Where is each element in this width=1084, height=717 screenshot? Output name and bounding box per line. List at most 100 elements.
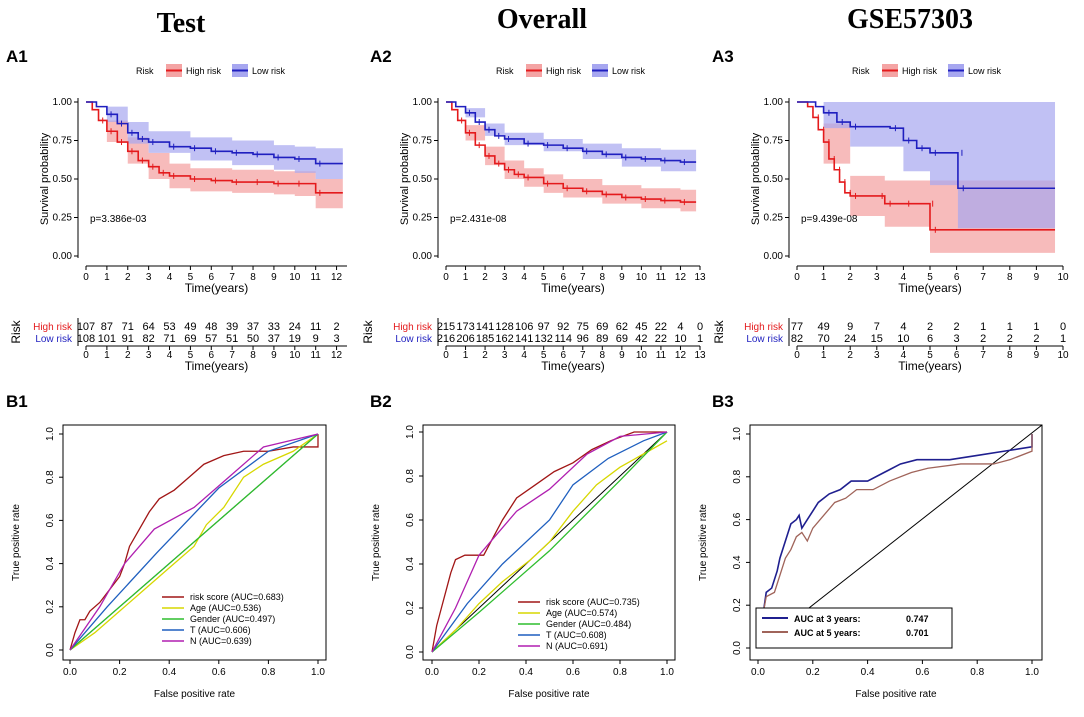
risk-count-low: 1 [1060,333,1066,345]
risk-x-tick-label: 13 [694,350,706,361]
y-tick-label: 0.8 [45,470,56,484]
risk-count-high: 92 [557,321,569,333]
risk-count-high: 71 [122,321,134,333]
x-tick-label: 9 [271,272,277,283]
risk-x-tick-label: 8 [600,350,606,361]
risk-count-low: 50 [247,333,259,345]
risk-count-high: 173 [456,321,474,333]
x-tick-label: 11 [310,272,321,283]
risk-count-low: 10 [674,333,686,345]
risk-x-tick-label: 2 [125,350,131,361]
risk-count-high: 0 [1060,321,1066,333]
p-value: p=9.439e-08 [801,214,858,225]
risk-count-low: 82 [143,333,155,345]
legend-label: Age (AUC=0.536) [190,603,261,613]
risk-x-tick-label: 7 [580,350,586,361]
risk-x-tick-label: 3 [502,350,508,361]
risk-count-high: 4 [677,321,683,333]
risk-count-high: 0 [697,321,703,333]
y-axis-title: True positive rate [11,504,22,581]
risk-count-high: 69 [596,321,608,333]
risk-x-tick-label: 11 [656,350,667,361]
panel-label-a3: A3 [712,47,734,66]
roc-curve-auc5 [757,434,1033,649]
risk-count-low: 89 [596,333,608,345]
roc-curve-risk_score [431,431,667,653]
y-tick-label: 0.2 [405,601,416,615]
x-axis-title: False positive rate [855,689,937,700]
y-tick-label: 1.0 [405,425,416,439]
legend-label: risk score (AUC=0.735) [546,597,640,607]
x-tick-label: 7 [980,272,986,283]
risk-x-tick-label: 4 [901,350,907,361]
x-tick-label: 2 [125,272,131,283]
x-tick-label: 0.4 [519,667,533,678]
x-tick-label: 3 [146,272,152,283]
legend-low-label: Low risk [612,66,646,76]
risk-table-ylabel: Risk [712,319,726,343]
risk-count-high: 141 [476,321,494,333]
y-axis-title: Survival probability [750,132,762,225]
risk-count-high: 2 [954,321,960,333]
x-tick-label: 0.2 [806,667,820,678]
risk-x-tick-label: 4 [167,350,173,361]
roc-curve-t [69,433,319,651]
x-tick-label: 6 [208,272,214,283]
x-tick-label: 8 [600,272,606,283]
risk-count-high: 64 [143,321,155,333]
x-tick-label: 9 [1034,272,1040,283]
legend-title: Risk [496,66,514,76]
risk-count-high: 107 [77,321,95,333]
risk-x-tick-label: 5 [927,350,933,361]
legend-title: Risk [136,66,154,76]
risk-count-high: 1 [1033,321,1039,333]
risk-count-high: 215 [437,321,455,333]
risk-count-low: 69 [616,333,628,345]
risk-count-low: 216 [437,333,455,345]
y-tick-label: 0.75 [764,136,784,147]
risk-count-high: 2 [927,321,933,333]
risk-count-low: 162 [495,333,513,345]
x-axis-title: Time(years) [541,281,605,295]
x-tick-label: 4 [901,272,907,283]
y-tick-label: 0.4 [732,555,743,569]
low-risk-ci [446,102,697,173]
risk-x-tick-label: 1 [104,350,110,361]
y-tick-label: 1.0 [45,427,56,441]
x-tick-label: 10 [1057,272,1069,283]
x-tick-label: 4 [521,272,527,283]
y-axis-title: Survival probability [399,132,411,225]
risk-count-low: 42 [635,333,647,345]
legend-label: N (AUC=0.639) [190,636,252,646]
roc-frame [422,424,676,661]
x-tick-label: 0.6 [915,667,929,678]
x-tick-label: 1.0 [311,667,325,678]
risk-count-high: 53 [163,321,175,333]
x-tick-label: 0.8 [261,667,275,678]
risk-x-tick-label: 10 [1057,350,1069,361]
y-tick-label: 0.0 [732,641,743,655]
x-tick-label: 0 [83,272,89,283]
x-tick-label: 3 [502,272,508,283]
risk-table-ylabel: Risk [9,319,23,343]
x-tick-label: 0.2 [472,667,486,678]
risk-x-tick-label: 9 [1034,350,1040,361]
legend-value: 0.747 [906,614,929,624]
risk-x-tick-label: 11 [310,350,321,361]
risk-count-high: 9 [847,321,853,333]
x-axis-title: Time(years) [898,281,962,295]
p-value: p=3.386e-03 [90,214,147,225]
x-tick-label: 1.0 [1025,667,1039,678]
risk-count-low: 3 [954,333,960,345]
risk-count-low: 71 [163,333,175,345]
risk-count-low: 1 [697,333,703,345]
risk-count-high: 24 [289,321,301,333]
legend-box [755,607,953,649]
y-tick-label: 0.00 [764,251,784,262]
risk-count-high: 87 [101,321,113,333]
legend-label: risk score (AUC=0.683) [190,592,284,602]
y-tick-label: 0.0 [405,645,416,659]
x-tick-label: 7 [580,272,586,283]
risk-count-low: 9 [313,333,319,345]
